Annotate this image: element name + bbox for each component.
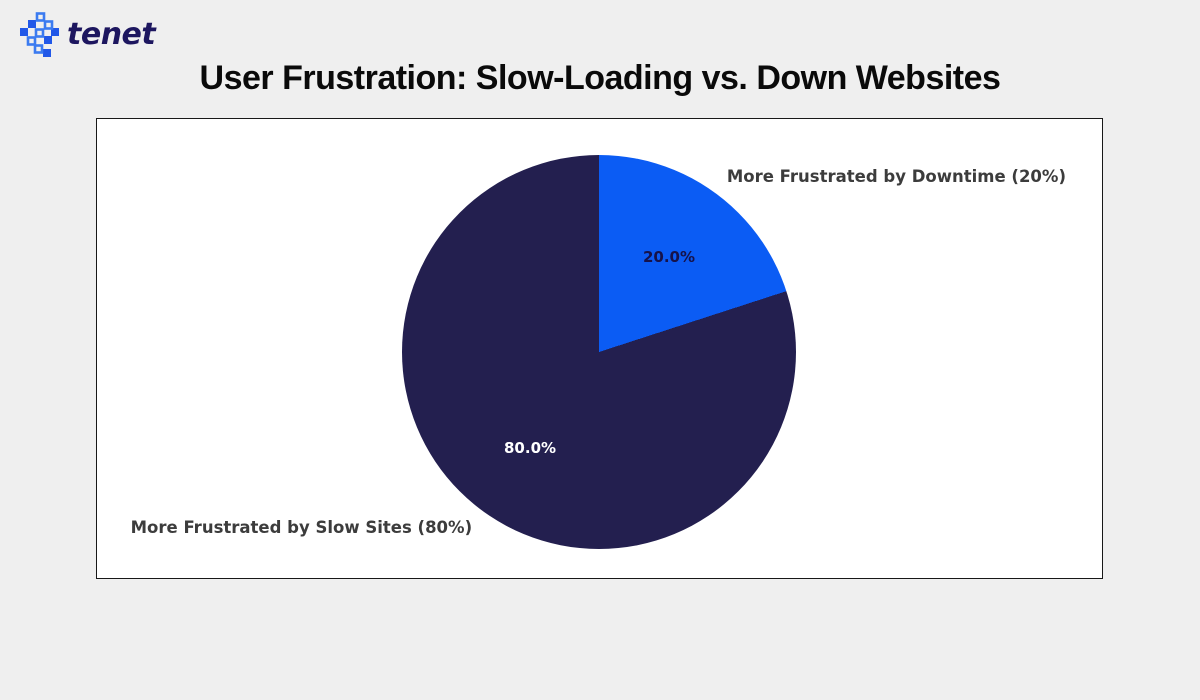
chart-title: User Frustration: Slow-Loading vs. Down … [199, 59, 1001, 97]
tenet-logo: tenet [20, 12, 156, 58]
pie-pct-label: 80.0% [503, 439, 557, 458]
pie-chart [402, 155, 796, 549]
tenet-logo-icon [20, 12, 59, 57]
pie-slice-label: More Frustrated by Slow Sites (80%) [130, 517, 473, 537]
tenet-logo-text: tenet [67, 17, 156, 52]
pie-slice-label: More Frustrated by Downtime (20%) [726, 167, 1066, 187]
pie-pct-label: 20.0% [642, 247, 695, 266]
chart-panel: 20.0% More Frustrated by Downtime (20%) 80… [96, 118, 1103, 579]
